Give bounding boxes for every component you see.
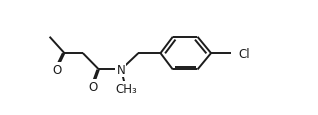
Text: CH₃: CH₃ <box>115 83 137 96</box>
Text: O: O <box>88 80 97 93</box>
Text: N: N <box>117 63 126 76</box>
Text: O: O <box>52 63 61 76</box>
Text: Cl: Cl <box>238 47 250 60</box>
